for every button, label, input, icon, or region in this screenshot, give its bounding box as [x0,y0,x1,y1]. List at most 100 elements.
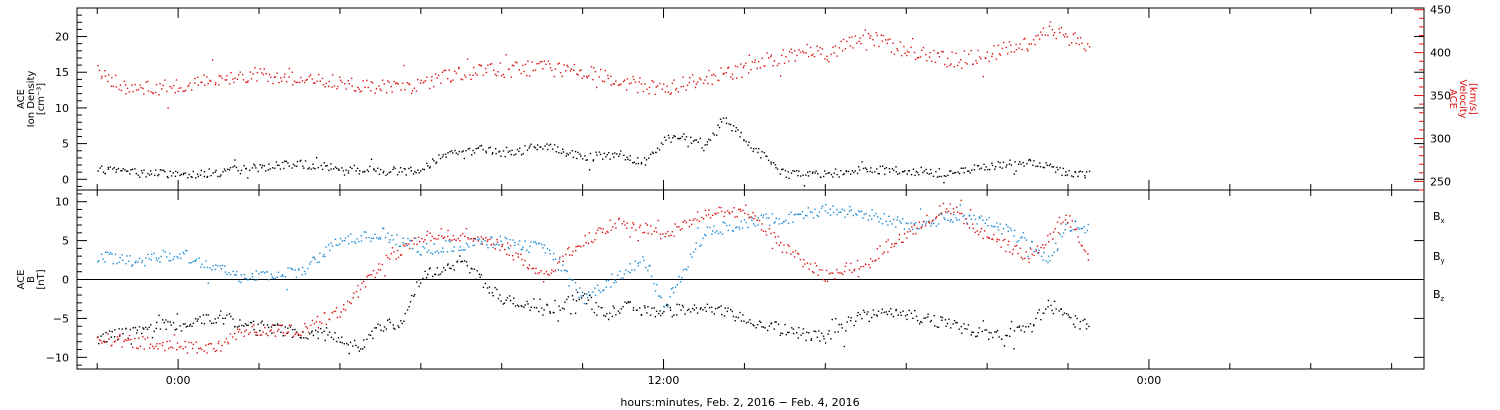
data-point [639,224,642,227]
data-point [217,317,219,319]
data-point [240,274,242,276]
data-point [234,332,236,335]
data-point [838,323,840,326]
data-point [896,173,899,175]
data-point [992,225,994,228]
data-point [221,264,224,267]
data-point [1010,51,1013,53]
data-point [512,259,515,261]
data-point [404,168,406,170]
data-point [1056,166,1058,169]
data-point [470,238,473,240]
data-point [566,64,568,67]
data-point [634,81,637,83]
data-point [211,269,213,271]
data-point [497,297,500,300]
data-point [200,81,202,84]
data-point [706,226,709,228]
data-point [222,323,225,325]
data-point [294,333,296,336]
data-point [552,258,555,261]
data-point [876,168,878,170]
data-point [637,91,639,94]
data-point [819,340,821,342]
data-point [773,328,776,330]
data-point [663,306,666,308]
data-point [649,264,651,267]
data-point [271,332,273,334]
data-point [767,159,770,162]
data-point [509,245,512,247]
data-point [1013,330,1016,332]
data-point [194,259,196,262]
data-point [895,226,897,228]
data-point [428,249,430,252]
data-point [274,335,277,337]
data-point [112,168,114,170]
data-point [637,239,639,242]
data-point [914,309,916,312]
data-point [255,270,258,272]
data-point [846,321,848,323]
data-point [571,149,573,152]
right-tick-label: 350 [1430,90,1451,103]
data-point [804,214,807,217]
data-point [330,163,332,165]
data-point [577,151,579,154]
data-point [191,176,193,178]
data-point [509,299,512,302]
data-point [497,71,499,73]
data-point [304,160,307,162]
data-point [252,324,255,326]
data-point [854,35,857,37]
data-point [615,281,617,283]
data-point [594,70,597,73]
data-point [437,274,440,276]
data-point [266,324,269,326]
data-point [575,249,577,252]
data-point [582,295,584,297]
data-point [802,174,804,176]
data-point [211,59,214,61]
data-point [997,226,999,228]
data-point [816,336,819,338]
data-point [488,292,491,294]
data-point [1060,26,1063,29]
data-point [925,221,928,223]
data-point [998,336,1000,338]
data-point [109,330,111,332]
data-point [447,77,449,80]
data-point [778,244,781,246]
data-point [180,87,182,89]
data-point [855,320,857,322]
data-point [98,69,101,72]
data-point [455,152,458,154]
data-point [165,328,167,331]
data-point [802,328,805,330]
data-point [875,259,877,261]
data-point [210,174,212,177]
data-point [849,45,852,47]
data-point [875,32,877,34]
data-point [109,166,111,168]
data-point [1005,334,1007,337]
data-point [881,40,883,42]
data-point [1087,253,1089,255]
data-point [753,218,755,220]
data-point [115,74,117,77]
data-point [611,273,613,276]
data-point [1047,234,1049,237]
data-point [536,148,538,151]
data-point [287,162,289,164]
data-point [1005,46,1007,49]
data-point [890,51,892,53]
data-point [498,244,500,246]
right-tick-label: 450 [1430,4,1451,17]
data-point [976,335,978,337]
data-point [741,76,743,78]
data-point [580,69,582,71]
data-point [461,78,464,81]
data-point [949,327,952,329]
data-point [756,324,759,326]
data-point [695,307,698,309]
